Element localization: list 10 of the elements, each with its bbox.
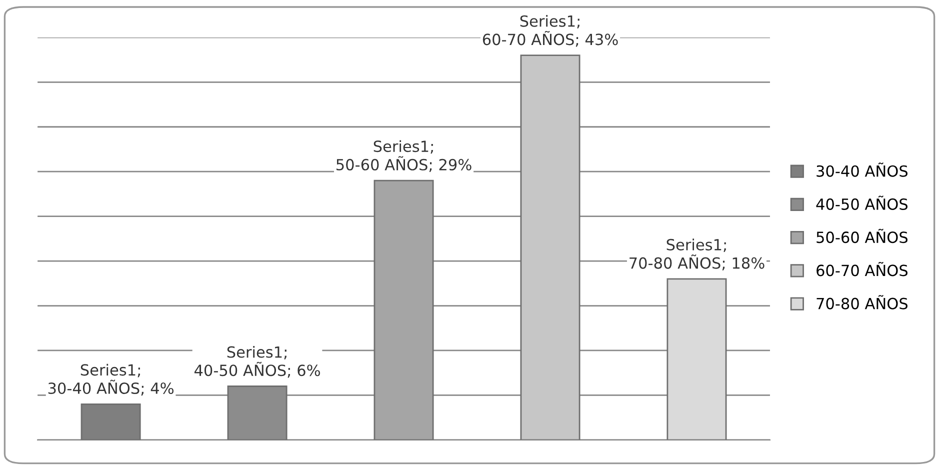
- legend-label: 30-40 AÑOS: [816, 162, 908, 177]
- legend-label: 50-60 AÑOS: [816, 228, 908, 244]
- legend-label: 40-50 AÑOS: [816, 196, 908, 210]
- legend-label: 70-80 AÑOS: [816, 295, 908, 310]
- data-label: Series1; 50-60 AÑOS; 29%: [336, 140, 472, 172]
- data-label: Series1; 60-70 AÑOS; 43%: [482, 15, 618, 47]
- legend-label: 60-70 AÑOS: [816, 262, 908, 276]
- data-label: Series1; 40-50 AÑOS; 6%: [194, 346, 320, 378]
- data-label: Series1; 30-40 AÑOS; 4%: [48, 364, 174, 396]
- data-label: Series1; 70-80 AÑOS; 18%: [630, 238, 764, 270]
